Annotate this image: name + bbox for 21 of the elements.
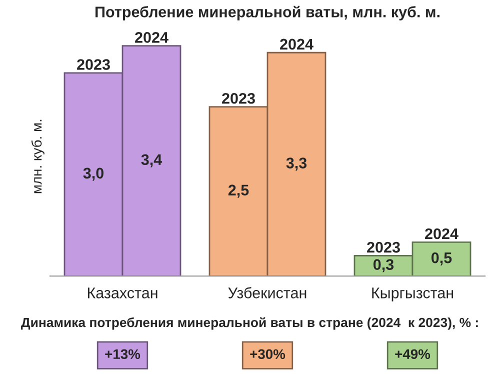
text: 2023 (77, 59, 110, 70)
data-label: 2,5 (228, 184, 249, 198)
text: +49% (395, 349, 430, 360)
data-label: 3,0 (83, 168, 104, 181)
series-label: 2023 (222, 92, 255, 104)
text: Динамика потребления минеральной ваты в стране (2024 к 2023), % : (21, 317, 478, 330)
text: +13% (105, 349, 140, 360)
text: +30% (250, 349, 286, 360)
data-label: 0,5 (431, 252, 452, 266)
x-tick-label: Кыргызстан (372, 288, 454, 302)
chart-title: Потребление минеральной ваты, млн. куб. м. (96, 6, 440, 20)
data-label: 3,3 (286, 158, 307, 171)
text: 2023 (367, 242, 400, 253)
text: 2024 (135, 32, 168, 43)
data-label: 3,4 (141, 154, 162, 168)
series-label: 2024 (280, 38, 314, 50)
x-tick-label: Узбекистан (228, 286, 306, 298)
y-axis-title: млн. куб. м. (31, 120, 44, 194)
data-label: 0,3 (373, 259, 394, 272)
x-tick-label: Казахстан (88, 288, 158, 298)
text: 2024 (425, 228, 458, 240)
